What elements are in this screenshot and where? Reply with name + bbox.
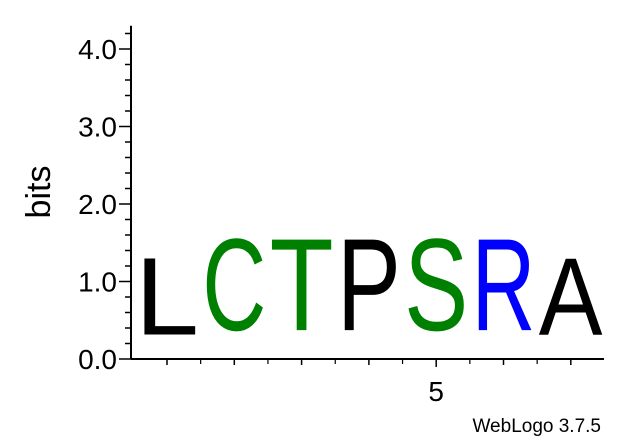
logo-letter-L: L: [135, 235, 199, 359]
logo-letter-A: A: [539, 234, 603, 358]
y-tick-label: 3.0: [78, 112, 117, 143]
y-tick-label: 4.0: [78, 34, 117, 65]
logo-letter-C: C: [202, 212, 266, 359]
logo-letter-P: P: [337, 212, 401, 358]
logo-letter-T: T: [270, 212, 334, 359]
y-axis: 0.0 1.0 2.0 3.0 4.0: [78, 25, 132, 375]
logo-letter-S: S: [404, 212, 468, 358]
x-tick-label: 5: [428, 376, 444, 407]
y-tick-label: 0.0: [78, 344, 117, 375]
y-tick-label: 1.0: [78, 267, 117, 298]
x-axis: 5: [131, 358, 604, 407]
y-tick-label: 2.0: [78, 189, 117, 220]
y-axis-label: bits: [20, 166, 58, 219]
logo-letter-R: R: [472, 212, 536, 359]
weblogo-credit: WebLogo 3.7.5: [472, 416, 601, 437]
